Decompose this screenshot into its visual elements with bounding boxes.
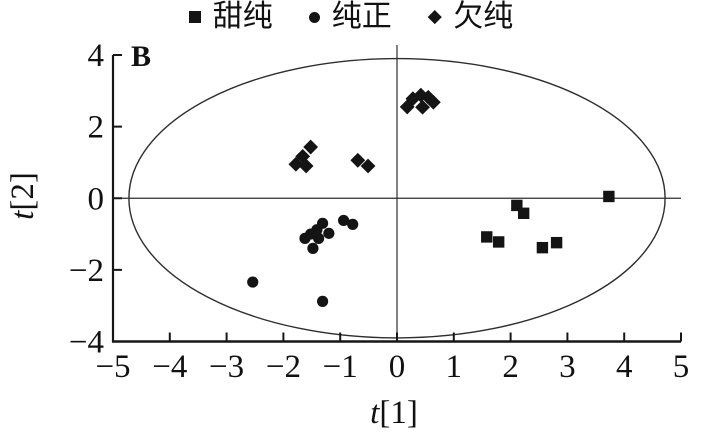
data-point-diamond [425, 94, 441, 110]
axis-ticks [112, 54, 682, 343]
x-tick-label: 3 [559, 349, 576, 385]
data-point-diamond [298, 158, 314, 174]
data-point-circle [338, 214, 350, 227]
y-tick-label: 4 [88, 38, 105, 74]
legend-label: 纯正 [331, 0, 392, 33]
x-tick-label: −2 [266, 349, 301, 385]
x-tick-label: 4 [616, 349, 633, 385]
data-point-circle [247, 276, 259, 288]
y-tick-label: 0 [88, 181, 105, 217]
data-point-circle [347, 218, 359, 230]
square-marker-icon [188, 11, 201, 23]
x-tick-labels: −5 −4 −3 −2 −1 0 1 2 3 4 5 [95, 349, 689, 385]
legend-label: 欠纯 [453, 0, 514, 33]
data-point-diamond [415, 99, 430, 115]
data-point-diamond [350, 152, 366, 168]
legend-item-qianchun: 欠纯 [427, 0, 514, 34]
data-point-square [536, 241, 549, 254]
data-point-diamond [360, 158, 376, 174]
data-point-circle [313, 232, 325, 244]
data-point-diamond [420, 89, 436, 105]
x-tick-label: −1 [323, 349, 358, 385]
data-point-diamond [288, 156, 304, 172]
y-tick-label: 2 [88, 110, 105, 146]
data-point-square [481, 231, 493, 243]
legend-item-chunzheng: 纯正 [308, 0, 392, 34]
zero-lines [113, 45, 681, 342]
legend-label: 甜纯 [212, 0, 273, 33]
data-point-circle [299, 232, 311, 244]
x-tick-label: −4 [152, 349, 187, 385]
x-tick-label: 5 [673, 349, 690, 385]
y-tick-label: −4 [69, 325, 104, 361]
legend-item-tianchun: 甜纯 [188, 0, 273, 34]
data-point-square [550, 236, 563, 249]
x-tick-label: 2 [502, 349, 519, 385]
data-point-circle [323, 227, 335, 239]
x-axis-title: t[1] [370, 395, 418, 431]
data-point-square [492, 236, 505, 248]
data-point-diamond [399, 99, 415, 115]
y-axis-title: t[2] [5, 172, 41, 220]
series-circle [247, 214, 359, 307]
y-tick-labels: −4 −2 0 2 4 [69, 38, 104, 361]
data-point-diamond [405, 91, 421, 107]
data-point-diamond [303, 139, 319, 155]
data-point-circle [307, 242, 319, 254]
series-diamond [288, 87, 441, 174]
series-square [481, 190, 615, 254]
data-point-circle [316, 295, 329, 307]
x-tick-label: −5 [95, 349, 130, 385]
x-tick-label: −3 [209, 349, 244, 385]
circle-marker-icon [308, 11, 320, 23]
panel-label: B [131, 40, 152, 73]
data-point-square [603, 190, 615, 203]
y-tick-label: −2 [69, 253, 104, 289]
x-tick-label: 0 [389, 349, 406, 385]
data-point-square [511, 199, 523, 212]
data-point-square [517, 207, 530, 219]
x-tick-label: 1 [446, 349, 463, 385]
chart-legend: 甜纯 纯正 欠纯 [0, 0, 702, 34]
